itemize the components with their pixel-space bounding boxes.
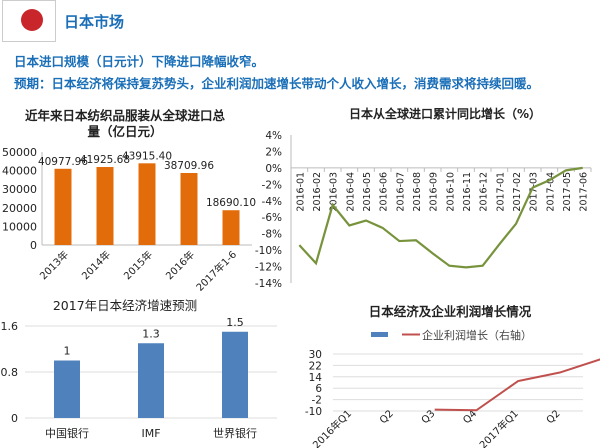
bar <box>180 172 198 245</box>
y-tick-label: -10% <box>255 245 282 257</box>
x-tick-label: 2014年 <box>79 248 113 282</box>
x-tick-label: 2016-09 <box>429 172 440 212</box>
bar <box>54 168 72 245</box>
y-tick-label: 0 <box>30 239 37 252</box>
y-tick-label: 50000 <box>2 146 37 159</box>
y-tick-label: 4% <box>265 130 282 142</box>
y-tick-label: 10000 <box>2 220 37 233</box>
y-tick-label: -2 <box>312 395 322 407</box>
bar <box>222 210 240 245</box>
x-tick-label: 2017-03 <box>529 172 540 212</box>
y-tick-label: -14% <box>255 278 282 290</box>
x-tick-label: 2017-02 <box>512 172 523 212</box>
summary-line-2: 预期：日本经济将保持复苏势头，企业利润加速增长带动个人收入增长，消费需求将持续回… <box>14 76 540 91</box>
y-tick-label: 40000 <box>2 165 37 178</box>
x-tick-label: 2016-06 <box>379 172 390 212</box>
bar <box>54 360 80 418</box>
chart3-title: 2017年日本经济增速预测 <box>53 298 197 313</box>
y-tick-label: 20000 <box>2 202 37 215</box>
y-tick-label: 30 <box>309 349 322 361</box>
y-tick-label: -10 <box>305 406 322 418</box>
data-label: 1.3 <box>142 327 160 340</box>
data-label: 38709.96 <box>164 160 214 172</box>
page-title: 日本市场 <box>64 13 125 31</box>
series-line <box>298 166 583 269</box>
x-tick-label: 2016年 <box>163 248 197 282</box>
y-tick-label: 6 <box>315 383 322 395</box>
bar <box>96 167 114 245</box>
x-tick-label: 2013年 <box>37 248 71 282</box>
x-tick-label: 2016-11 <box>462 172 473 212</box>
x-tick-label: 世界银行 <box>213 426 257 440</box>
bar <box>138 343 164 418</box>
x-tick-label: 中国银行 <box>45 426 89 440</box>
x-tick-label: 2016-08 <box>412 172 423 212</box>
bar <box>222 331 248 418</box>
series-line <box>434 358 600 412</box>
x-tick-label: 2017-05 <box>562 172 573 212</box>
data-label: 43915.40 <box>122 150 172 162</box>
y-tick-label: -4% <box>262 196 282 208</box>
x-tick-label: 2017-04 <box>545 172 556 212</box>
x-tick-label: IMF <box>141 427 160 440</box>
chart4-title: 日本经济及企业利润增长情况 <box>369 304 532 319</box>
y-tick-label: 22 <box>309 360 322 372</box>
x-tick-label: 2016-01 <box>295 172 306 212</box>
chart2-title: 日本从全球进口累计同比增长（%） <box>349 106 541 121</box>
y-tick-label: 1.6 <box>1 320 19 333</box>
y-tick-label: 2% <box>265 146 282 158</box>
y-tick-label: -6% <box>262 212 282 224</box>
y-tick-label: -8% <box>262 229 282 241</box>
y-tick-label: 0.8 <box>1 366 19 379</box>
x-tick-label: 2016-03 <box>329 172 340 212</box>
x-tick-label: 2017年1-6 <box>193 248 239 294</box>
x-tick-label: 2016-04 <box>345 172 356 212</box>
data-label: 1 <box>64 345 71 358</box>
x-tick-label: 2015年 <box>121 248 155 282</box>
y-tick-label: -2% <box>262 179 282 191</box>
x-tick-label: 2017-06 <box>579 172 590 212</box>
y-tick-label: 0% <box>265 163 282 175</box>
x-tick-label: 2016-12 <box>479 172 490 212</box>
data-label: 18690.10 <box>206 197 256 209</box>
x-tick-label: 2017年Q1 <box>477 407 521 448</box>
x-tick-label: 2017-01 <box>495 172 506 212</box>
bar <box>138 163 156 245</box>
chart1-title: 量（亿日元） <box>87 124 162 139</box>
y-tick-label: 30000 <box>2 183 37 196</box>
japan-flag-icon <box>2 0 56 42</box>
x-tick-label: 2016-02 <box>312 172 323 212</box>
y-tick-label: -12% <box>255 262 282 274</box>
data-label: 40977.96 <box>38 156 88 168</box>
legend-label: 企业利润增长（右轴） <box>422 328 532 342</box>
x-tick-label: 2016-07 <box>395 172 406 212</box>
x-tick-label: 2016-10 <box>445 172 456 212</box>
data-label: 41925.68 <box>80 154 130 166</box>
data-label: 1.5 <box>226 316 244 329</box>
x-tick-label: 2016-05 <box>362 172 373 212</box>
summary-line-1: 日本进口规模（日元计）下降进口降幅收窄。 <box>14 54 265 69</box>
legend-bar-swatch <box>371 332 388 337</box>
y-tick-label: 14 <box>309 372 323 384</box>
y-tick-label: 0 <box>11 412 18 425</box>
chart1-title: 近年来日本纺织品服装从全球进口总 <box>25 108 226 123</box>
